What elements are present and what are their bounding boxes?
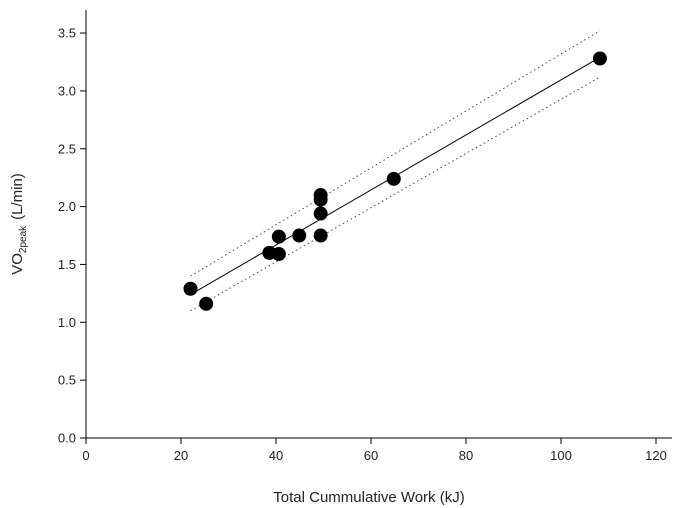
data-point	[271, 247, 286, 262]
data-point	[183, 281, 198, 296]
data-point	[386, 171, 401, 186]
x-tick-label: 80	[459, 448, 473, 463]
y-tick-label: 3.5	[58, 26, 76, 41]
x-ticks: 0 20 40 60 80 100 120	[82, 438, 667, 463]
confidence-band-upper	[190, 30, 601, 277]
data-point	[313, 188, 328, 203]
x-tick-label: 60	[364, 448, 378, 463]
y-axis-title: VO2peak (L/min)	[9, 173, 29, 275]
data-point	[313, 228, 328, 243]
y-tick-label: 1.5	[58, 257, 76, 272]
confidence-band-lower	[190, 76, 601, 312]
x-tick-label: 40	[269, 448, 283, 463]
y-ticks: 0.0 0.5 1.0 1.5 2.0 2.5 3.0 3.5	[58, 26, 86, 446]
y-tick-label: 1.0	[58, 315, 76, 330]
x-tick-label: 100	[550, 448, 572, 463]
data-point	[199, 296, 214, 311]
data-point	[292, 228, 307, 243]
data-point	[592, 51, 607, 66]
data-points	[183, 51, 607, 311]
data-point	[313, 206, 328, 221]
x-tick-label: 120	[645, 448, 667, 463]
y-axis-title-subscript: 2peak	[18, 225, 29, 253]
axes	[85, 10, 672, 439]
data-point	[271, 229, 286, 244]
y-tick-label: 0.0	[58, 431, 76, 446]
x-tick-label: 20	[174, 448, 188, 463]
y-axis-title-suffix: (L/min)	[9, 173, 26, 220]
x-tick-label: 0	[82, 448, 89, 463]
y-tick-label: 2.0	[58, 199, 76, 214]
y-tick-label: 2.5	[58, 141, 76, 156]
x-axis-title: Total Cummulative Work (kJ)	[273, 489, 464, 506]
y-tick-label: 0.5	[58, 373, 76, 388]
confidence-bands	[190, 30, 601, 312]
y-axis-title-prefix: VO	[9, 253, 26, 275]
y-tick-label: 3.0	[58, 83, 76, 98]
